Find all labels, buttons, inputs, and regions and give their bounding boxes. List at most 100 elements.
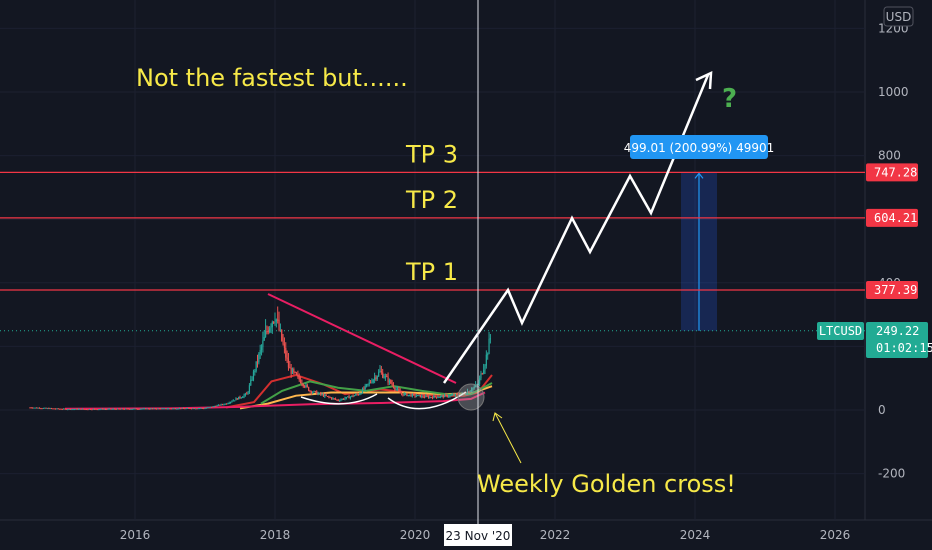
candle-body: [418, 395, 420, 397]
candle-body: [444, 394, 446, 398]
candle-body: [259, 350, 261, 354]
candle-body: [89, 408, 92, 410]
golden-cross-annotation: Weekly Golden cross!: [477, 470, 736, 498]
candle-body: [326, 395, 329, 397]
candle-body: [220, 404, 222, 406]
time-tick-label: 2018: [260, 528, 291, 542]
candle-body: [446, 395, 448, 397]
candle-body: [287, 359, 290, 368]
candle-body: [333, 398, 335, 400]
candle-body: [139, 408, 141, 410]
tp-labels: TP 3 TP 2 TP 1: [405, 140, 458, 286]
candle-body: [423, 396, 426, 398]
candle-body: [271, 322, 273, 328]
candle-body: [356, 394, 358, 396]
measure-label: 499.01 (200.99%) 49901: [624, 135, 774, 159]
candle-body: [46, 408, 49, 410]
candle-body: [365, 384, 368, 386]
candle-body: [392, 385, 395, 388]
candle-body: [456, 393, 458, 395]
candle-body: [181, 407, 183, 409]
candle-body: [135, 408, 137, 410]
candle-body: [223, 404, 225, 406]
candle-body: [317, 393, 319, 395]
golden-cross-marker[interactable]: [457, 383, 485, 411]
candle-body: [316, 391, 318, 395]
rounding-arc: [300, 393, 378, 405]
candle-body: [349, 396, 351, 399]
candle-body: [339, 400, 341, 402]
candle-body: [193, 408, 195, 410]
candle-body: [301, 383, 303, 385]
candle-body: [299, 379, 302, 384]
candle-body: [384, 376, 386, 378]
candle-body: [430, 397, 432, 399]
candle-body: [254, 371, 256, 373]
candle-body: [196, 408, 198, 410]
candle-body: [305, 384, 307, 387]
candle-body: [216, 405, 218, 407]
candle-body: [208, 407, 210, 409]
candle-body: [80, 408, 82, 410]
candle-body: [291, 369, 294, 374]
candle-body: [312, 392, 314, 394]
price-tick-label: -200: [878, 467, 905, 481]
candle-body: [297, 374, 299, 377]
candle-body: [38, 407, 41, 409]
candle-body: [469, 391, 471, 393]
candle-body: [361, 388, 364, 394]
candle-body: [33, 407, 35, 409]
price-tags: 747.28 604.21 377.39: [866, 163, 918, 299]
candle-body: [332, 398, 334, 400]
candle-body: [273, 322, 275, 324]
tp-label: TP 1: [405, 258, 458, 286]
candle-body: [225, 403, 228, 405]
candle-body: [207, 407, 209, 409]
candle-body: [484, 365, 486, 371]
candle-body: [263, 336, 265, 341]
candle-body: [166, 408, 168, 410]
candle-body: [83, 408, 85, 410]
descending-trendline[interactable]: [267, 293, 457, 384]
candle-body: [243, 395, 245, 398]
candle-body: [353, 395, 356, 397]
candle-body: [240, 397, 242, 399]
candle-body: [415, 396, 417, 398]
candle-body: [87, 409, 89, 411]
candle-body: [36, 407, 38, 409]
candle-body: [219, 404, 221, 406]
projected-path[interactable]: [442, 74, 710, 384]
candle-body: [351, 395, 353, 397]
candle-body: [435, 396, 438, 398]
target-levels: [0, 171, 865, 291]
candle-body: [242, 397, 244, 399]
candle-body: [227, 403, 229, 405]
candle-body: [396, 388, 399, 390]
candle-body: [75, 408, 77, 410]
candle-body: [81, 408, 84, 410]
candle-body: [464, 393, 466, 395]
candle-body: [489, 338, 491, 340]
candle-body: [116, 408, 119, 410]
tp-label: TP 3: [405, 140, 458, 168]
candle-body: [229, 401, 232, 403]
candle-body: [49, 408, 51, 410]
currency-badge[interactable]: USD: [883, 6, 914, 27]
candle-body: [341, 398, 343, 400]
candle-body: [37, 407, 39, 409]
candle-body: [149, 408, 151, 410]
candle-body: [239, 396, 241, 398]
candle-body: [256, 361, 259, 363]
candle-body: [404, 393, 407, 395]
candle-body: [65, 408, 67, 410]
candle-body: [114, 408, 116, 410]
candle-body: [343, 398, 345, 400]
candle-body: [371, 382, 373, 384]
candle-body: [50, 408, 53, 410]
candle-body: [73, 409, 76, 411]
candle-body: [204, 408, 206, 410]
candle-body: [180, 408, 182, 410]
candle-body: [295, 372, 298, 375]
candle-body: [164, 408, 166, 410]
